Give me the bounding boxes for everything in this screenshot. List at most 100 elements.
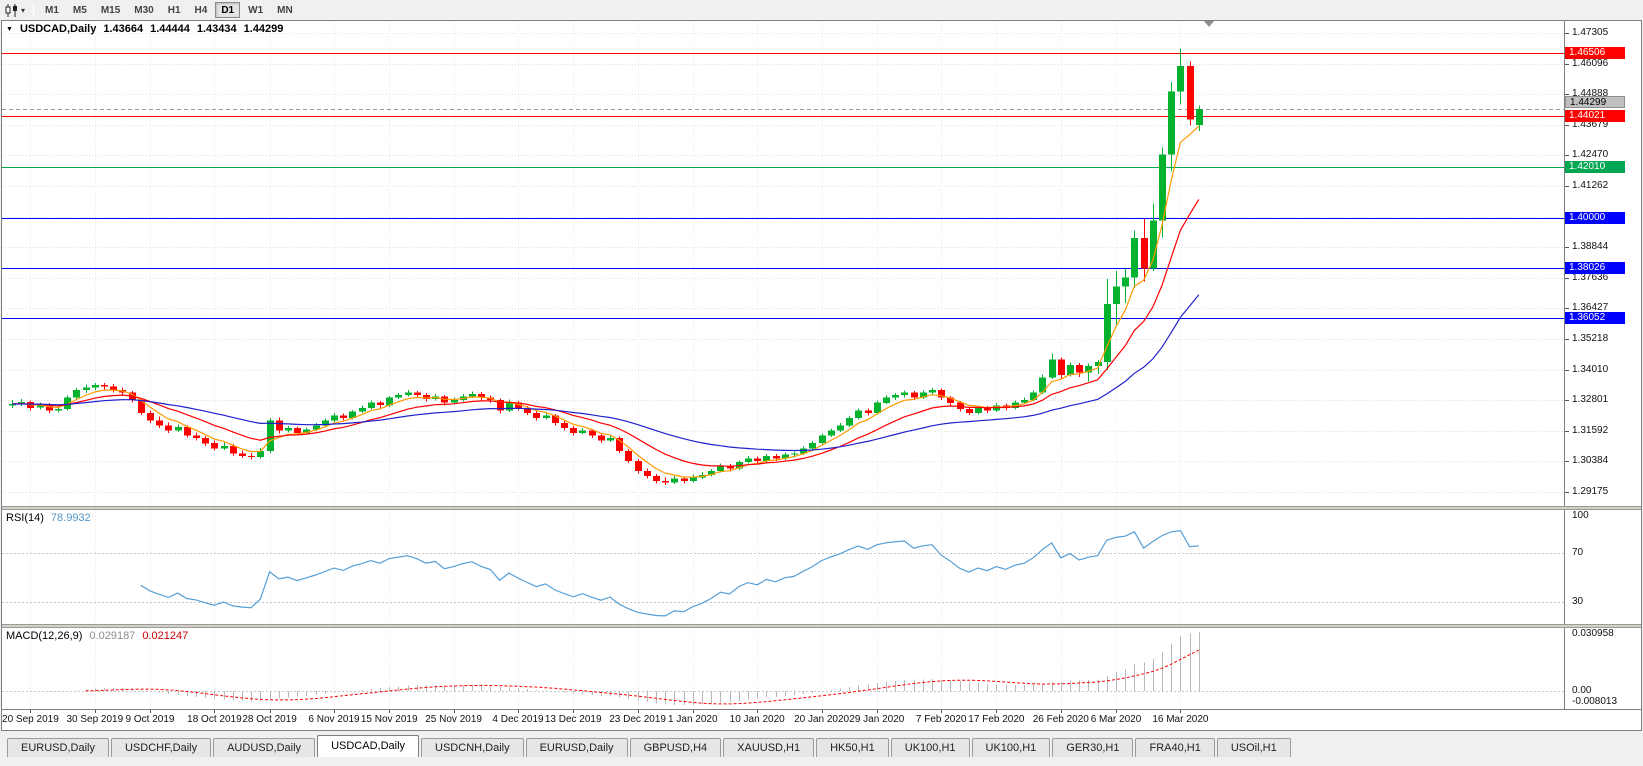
price-axis-tick — [1565, 461, 1569, 462]
timeframe-button-h4[interactable]: H4 — [194, 5, 208, 16]
timeframe-button-m5[interactable]: M5 — [72, 5, 87, 16]
time-axis-label: 28 Oct 2019 — [242, 714, 297, 725]
time-axis-tick — [638, 710, 639, 713]
ma-line-34 — [11, 294, 1200, 452]
chart-tab[interactable]: UK100,H1 — [890, 738, 970, 757]
chart-tab-bar: EURUSD,Daily USDCHF,Daily AUDUSD,Daily USDC… — [0, 732, 1643, 757]
price-axis-label: 1.42470 — [1572, 149, 1609, 161]
price-axis-tick — [1565, 94, 1569, 95]
timeframe-button-d1[interactable]: D1 — [215, 2, 241, 18]
chart-tab-active[interactable]: USDCAD,Daily — [317, 735, 420, 757]
price-axis-tick — [1565, 308, 1569, 309]
time-axis-tick — [757, 710, 758, 713]
price-axis-label: 1.36427 — [1572, 302, 1609, 314]
time-axis-tick — [1116, 710, 1117, 713]
collapse-triangle-icon[interactable]: ▼ — [6, 25, 13, 33]
time-axis-tick — [996, 710, 997, 713]
rsi-axis-label: 100 — [1572, 510, 1589, 522]
price-axis-tick — [1565, 186, 1569, 187]
chart-window: ▼ USDCAD,Daily 1.43664 1.44444 1.43434 1… — [1, 20, 1642, 731]
ohlc-close: 1.44299 — [243, 23, 284, 35]
macd-canvas[interactable] — [2, 628, 1564, 709]
chart-tab[interactable]: FRA40,H1 — [1135, 738, 1215, 757]
price-axis-label: 1.37636 — [1572, 271, 1609, 283]
time-axis-label: 20 Sep 2019 — [2, 714, 59, 725]
timeframe-button-m1[interactable]: M1 — [45, 5, 59, 16]
price-axis-tick — [1565, 492, 1569, 493]
chart-tab[interactable]: GBPUSD,H4 — [629, 738, 722, 757]
chart-tab[interactable]: XAUUSD,H1 — [723, 738, 815, 757]
chart-tab[interactable]: USDCHF,Daily — [110, 738, 212, 757]
candlestick-chart-icon[interactable] — [4, 3, 20, 17]
price-axis-tick — [1565, 278, 1569, 279]
time-axis-label: 16 Mar 2020 — [1152, 714, 1209, 725]
timeframe-button-m15[interactable]: M15 — [100, 5, 121, 16]
chart-type-dropdown-icon[interactable]: ▾ — [21, 5, 26, 15]
rsi-canvas[interactable] — [2, 510, 1564, 624]
price-chart-canvas[interactable] — [2, 21, 1564, 506]
time-axis-label: 15 Nov 2019 — [360, 714, 418, 725]
chart-tab[interactable]: EURUSD,Daily — [525, 738, 628, 757]
timeframe-buttons-group: M1 M5 M15 M30 H1 H4 D1 W1 MN — [39, 2, 299, 18]
chart-symbol-label: USDCAD,Daily — [19, 23, 97, 35]
price-axis-tick — [1565, 125, 1569, 126]
time-axis[interactable]: 20 Sep 2019 30 Sep 2019 9 Oct 2019 18 Oct 2… — [2, 709, 1641, 730]
rsi-panel[interactable]: RSI(14) 78.9932 — [2, 510, 1564, 624]
time-axis-label: 4 Dec 2019 — [492, 714, 544, 725]
rsi-axis[interactable]: 100 70 30 — [1564, 510, 1641, 624]
chart-tab[interactable]: AUDUSD,Daily — [213, 738, 316, 757]
time-axis-tick — [1180, 710, 1181, 713]
price-chart-panel[interactable]: ▼ USDCAD,Daily 1.43664 1.44444 1.43434 1… — [2, 21, 1564, 506]
price-axis-label: 1.35218 — [1572, 332, 1609, 344]
macd-axis-label: 0.00 — [1572, 685, 1592, 696]
panel-separator[interactable] — [2, 624, 1641, 628]
macd-signal-value: 0.021247 — [142, 630, 189, 642]
time-axis-label: 25 Nov 2019 — [425, 714, 482, 725]
chart-tab[interactable]: HK50,H1 — [816, 738, 889, 757]
price-axis-tick — [1565, 155, 1569, 156]
time-axis-tick — [150, 710, 151, 713]
price-line-label: 1.44021 — [1565, 110, 1625, 123]
chart-tab[interactable]: GER30,H1 — [1052, 738, 1134, 757]
time-axis-tick — [573, 710, 574, 713]
time-axis-label: 1 Jan 2020 — [668, 714, 718, 725]
price-axis[interactable]: 1.47305 1.46096 1.44888 1.43679 1.42470 1.412… — [1564, 21, 1641, 506]
price-axis-tick — [1565, 431, 1569, 432]
panel-separator[interactable] — [2, 506, 1641, 510]
macd-axis[interactable]: 0.030958 0.00 -0.008013 — [1564, 628, 1641, 709]
macd-axis-label: -0.008013 — [1572, 696, 1618, 707]
ohlc-high: 1.44444 — [150, 23, 190, 35]
chart-tab[interactable]: USDCNH,Daily — [421, 738, 524, 757]
time-axis-tick — [389, 710, 390, 713]
timeframe-button-h1[interactable]: H1 — [167, 5, 181, 16]
chart-tab[interactable]: EURUSD,Daily — [7, 738, 109, 757]
price-line-label: 1.46506 — [1565, 47, 1625, 60]
rsi-axis-label: 70 — [1572, 546, 1584, 558]
timeframe-button-m30[interactable]: M30 — [134, 5, 154, 16]
ma-line-13 — [11, 199, 1200, 467]
price-axis-tick — [1565, 33, 1569, 34]
time-axis-label: 6 Nov 2019 — [308, 714, 360, 725]
time-axis-label: 23 Dec 2019 — [609, 714, 666, 725]
time-axis-label: 26 Feb 2020 — [1032, 714, 1089, 725]
macd-signal-line — [85, 649, 1200, 705]
macd-panel[interactable]: MACD(12,26,9) 0.029187 0.021247 — [2, 628, 1564, 709]
timeframe-button-mn[interactable]: MN — [277, 5, 293, 16]
macd-main-value: 0.029187 — [89, 630, 136, 642]
grid-layer — [2, 33, 1564, 493]
time-axis-tick — [334, 710, 335, 713]
time-axis-label: 6 Mar 2020 — [1090, 714, 1142, 725]
price-axis-label: 1.43679 — [1572, 118, 1609, 130]
price-line-label: 1.38026 — [1565, 261, 1625, 274]
ohlc-low: 1.43434 — [196, 23, 237, 35]
timeframe-button-w1[interactable]: W1 — [248, 5, 264, 16]
macd-indicator-label: MACD(12,26,9) 0.029187 0.021247 — [6, 630, 188, 642]
macd-name: MACD(12,26,9) — [6, 630, 83, 642]
chart-tab[interactable]: UK100,H1 — [971, 738, 1051, 757]
chart-tab[interactable]: USOil,H1 — [1216, 738, 1291, 757]
time-axis-tick — [877, 710, 878, 713]
rsi-line — [140, 529, 1199, 617]
price-axis-tick — [1565, 64, 1569, 65]
price-axis-label: 1.32801 — [1572, 394, 1609, 406]
